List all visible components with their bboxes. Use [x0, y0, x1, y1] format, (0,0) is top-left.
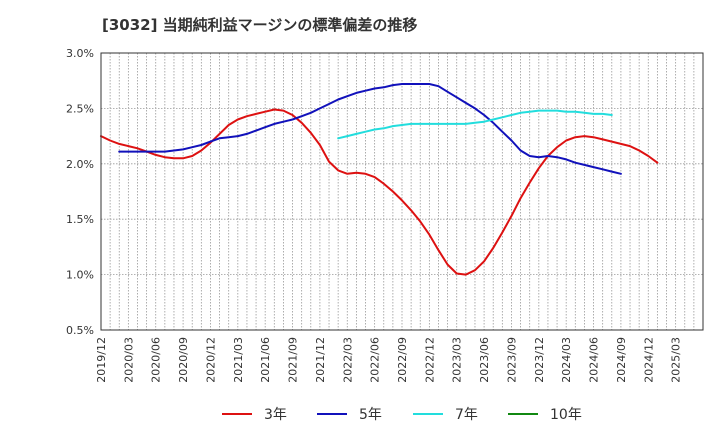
- y-axis-ticks: 0.5% 1.0% 1.5% 2.0% 2.5% 3.0%: [66, 47, 94, 337]
- x-tick-label: 2023/12: [533, 337, 546, 383]
- series-line-7年: [337, 109, 613, 140]
- x-tick-label: 2022/03: [341, 337, 354, 383]
- series-line-5年: [118, 83, 622, 175]
- chart-title: [3032] 当期純利益マージンの標準偏差の推移: [102, 16, 418, 34]
- y-tick-label: 0.5%: [66, 324, 94, 337]
- x-tick-label: 2024/06: [588, 337, 601, 383]
- legend-label: 3年: [264, 407, 287, 423]
- x-tick-label: 2020/12: [204, 337, 217, 383]
- x-tick-label: 2025/03: [670, 337, 683, 383]
- plot-frame: [100, 52, 704, 331]
- x-tick-label: 2020/09: [177, 337, 190, 383]
- series-line-3年: [100, 108, 659, 276]
- y-tick-label: 2.0%: [66, 158, 94, 171]
- x-tick-label: 2021/12: [314, 337, 327, 383]
- x-tick-label: 2019/12: [95, 337, 108, 383]
- legend: 3年 5年 7年 10年: [222, 407, 582, 423]
- legend-label: 5年: [359, 407, 382, 423]
- y-tick-label: 1.0%: [66, 269, 94, 282]
- x-tick-label: 2023/09: [505, 337, 518, 383]
- x-tick-label: 2024/12: [642, 337, 655, 383]
- x-tick-label: 2022/06: [369, 337, 382, 383]
- x-tick-label: 2023/06: [478, 337, 491, 383]
- x-tick-label: 2022/12: [423, 337, 436, 383]
- x-tick-label: 2021/06: [259, 337, 272, 383]
- x-tick-label: 2023/03: [451, 337, 464, 383]
- y-tick-label: 1.5%: [66, 213, 94, 226]
- x-tick-label: 2024/03: [560, 337, 573, 383]
- x-tick-label: 2020/06: [150, 337, 163, 383]
- y-tick-label: 2.5%: [66, 102, 94, 115]
- x-tick-label: 2021/09: [287, 337, 300, 383]
- y-tick-label: 3.0%: [66, 47, 94, 60]
- grid-lines: [101, 53, 703, 330]
- legend-label: 10年: [550, 407, 582, 423]
- series-lines: [100, 83, 659, 276]
- x-tick-label: 2022/09: [396, 337, 409, 383]
- x-tick-label: 2020/03: [122, 337, 135, 383]
- legend-label: 7年: [455, 407, 478, 423]
- x-tick-label: 2024/09: [615, 337, 628, 383]
- x-tick-label: 2021/03: [232, 337, 245, 383]
- x-axis-ticks: 2019/12 2020/03 2020/06 2020/09 2020/12 2021/…: [95, 337, 683, 383]
